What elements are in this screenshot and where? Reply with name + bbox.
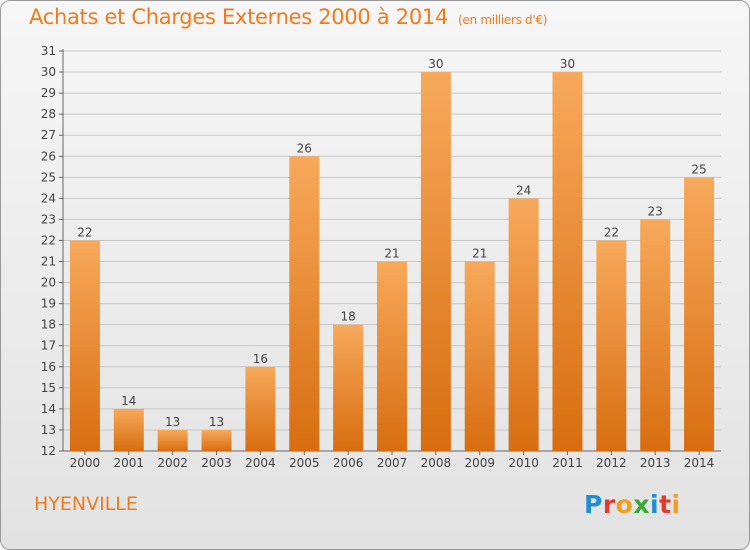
bar — [377, 261, 407, 451]
y-tick-label: 14 — [41, 402, 56, 416]
data-label: 18 — [340, 310, 355, 324]
data-label: 16 — [253, 352, 268, 366]
x-tick-label: 2003 — [201, 456, 232, 470]
x-tick-label: 2002 — [157, 456, 188, 470]
x-tick-label: 2008 — [421, 456, 452, 470]
data-label: 30 — [560, 57, 575, 71]
y-tick-label: 19 — [41, 297, 56, 311]
bar — [289, 156, 320, 451]
y-tick-label: 13 — [41, 423, 56, 437]
bar — [640, 219, 671, 451]
bar — [157, 429, 188, 451]
data-label: 22 — [77, 225, 92, 239]
x-tick-label: 2012 — [596, 456, 627, 470]
data-label: 26 — [297, 141, 312, 155]
y-tick-label: 30 — [41, 65, 56, 79]
y-tick-label: 31 — [41, 44, 56, 58]
chart-title: Achats et Charges Externes 2000 à 2014 (e… — [29, 5, 547, 29]
chart-title-text: Achats et Charges Externes 2000 à 2014 — [29, 5, 449, 29]
y-tick-label: 29 — [41, 86, 56, 100]
logo-letter: r — [602, 490, 616, 519]
bar — [245, 366, 276, 451]
data-label: 21 — [472, 247, 487, 261]
logo-letter: o — [615, 490, 634, 519]
y-tick-label: 16 — [41, 360, 56, 374]
logo-letter: t — [659, 490, 672, 519]
logo-letter: i — [650, 490, 660, 519]
y-tick-label: 28 — [41, 107, 56, 121]
y-tick-label: 27 — [41, 128, 56, 142]
x-tick-label: 2005 — [289, 456, 320, 470]
x-tick-label: 2000 — [70, 456, 101, 470]
bar — [552, 72, 583, 451]
data-label: 22 — [604, 225, 619, 239]
logo-letter: x — [633, 490, 650, 519]
y-tick-label: 22 — [41, 233, 56, 247]
bar — [69, 240, 100, 451]
bar — [596, 240, 627, 451]
y-tick-label: 20 — [41, 276, 56, 290]
bar — [113, 408, 144, 451]
bar — [201, 429, 232, 451]
data-label: 24 — [516, 183, 531, 197]
proxiti-logo: Proxiti — [584, 490, 681, 519]
y-tick-label: 18 — [41, 318, 56, 332]
logo-letter: P — [584, 490, 603, 519]
data-label: 13 — [209, 415, 224, 429]
y-tick-label: 17 — [41, 339, 56, 353]
data-label: 23 — [648, 204, 663, 218]
chart-subtitle: (en milliers d'€) — [458, 13, 548, 27]
data-label: 25 — [691, 162, 706, 176]
x-tick-label: 2010 — [508, 456, 539, 470]
y-tick-label: 21 — [41, 255, 56, 269]
x-tick-label: 2004 — [245, 456, 276, 470]
y-tick-label: 26 — [41, 149, 56, 163]
x-tick-label: 2011 — [552, 456, 583, 470]
logo-letter: i — [671, 490, 681, 519]
data-label: 21 — [384, 247, 399, 261]
y-tick-label: 12 — [41, 444, 56, 458]
y-tick-label: 25 — [41, 170, 56, 184]
data-label: 13 — [165, 415, 180, 429]
commune-name: HYENVILLE — [34, 493, 138, 515]
data-label: 14 — [121, 394, 136, 408]
bar — [508, 198, 539, 451]
bar — [420, 72, 451, 451]
bar — [333, 324, 364, 451]
x-tick-label: 2007 — [377, 456, 408, 470]
x-tick-label: 2014 — [684, 456, 715, 470]
y-tick-label: 23 — [41, 212, 56, 226]
x-tick-label: 2006 — [333, 456, 364, 470]
y-tick-label: 24 — [41, 191, 56, 205]
x-tick-label: 2001 — [114, 456, 145, 470]
y-tick-label: 15 — [41, 381, 56, 395]
labels: 12 13 14 15 16 17 18 19 20 21 22 23 24 25 26 27 28 29 30 31… — [41, 44, 715, 470]
bar — [684, 177, 715, 451]
data-label: 30 — [428, 57, 443, 71]
bars — [69, 72, 715, 451]
bar — [464, 261, 495, 451]
x-tick-label: 2009 — [464, 456, 495, 470]
x-tick-label: 2013 — [640, 456, 671, 470]
